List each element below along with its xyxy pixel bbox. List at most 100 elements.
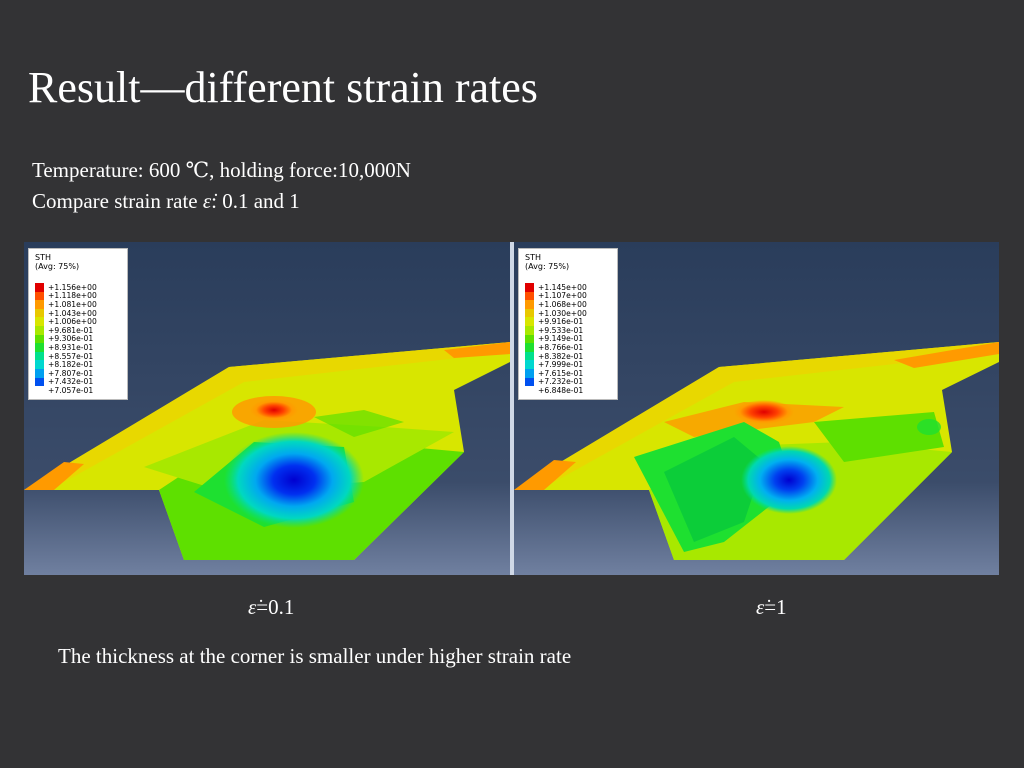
legend-swatch bbox=[35, 377, 44, 387]
legend-value: +1.118e+00 bbox=[48, 291, 97, 301]
legend-swatch bbox=[525, 325, 534, 335]
legend-value: +8.766e-01 bbox=[538, 342, 584, 352]
legend-value: +7.057e-01 bbox=[48, 385, 94, 395]
legend-value: +7.432e-01 bbox=[48, 377, 94, 387]
legend-swatch bbox=[525, 360, 534, 369]
fem-contour-plot-low-rate bbox=[24, 242, 510, 575]
legend-averaging: (Avg: 75%) bbox=[525, 262, 570, 271]
fem-contour-plot-high-rate bbox=[514, 242, 999, 575]
legend-swatch bbox=[525, 317, 534, 326]
legend-swatch bbox=[35, 351, 44, 361]
legend-swatch bbox=[525, 386, 534, 395]
strain-rate-symbol: ε̇ bbox=[202, 189, 212, 213]
fem-result-panel-low-rate: STH (Avg: 75%) +1.156e+00 +1.118e+00 +1.0… bbox=[24, 242, 510, 575]
legend-swatch bbox=[35, 325, 44, 335]
legend-row: +7.432e-01 bbox=[35, 377, 97, 387]
legend-swatch bbox=[525, 343, 534, 352]
legend-value: +8.931e-01 bbox=[48, 342, 94, 352]
subtitle-conditions: Temperature: 600 ℃, holding force:10,000… bbox=[32, 158, 411, 182]
legend-scale: +1.156e+00 +1.118e+00 +1.081e+00 +1.043e… bbox=[35, 283, 97, 395]
legend-swatch bbox=[525, 291, 534, 301]
legend-row: +1.081e+00 bbox=[35, 300, 97, 309]
legend-row: +9.533e-01 bbox=[525, 326, 587, 335]
legend-value: +1.043e+00 bbox=[48, 308, 97, 318]
legend-value: +1.145e+00 bbox=[538, 282, 587, 292]
legend-swatch bbox=[35, 386, 44, 395]
legend-row: +9.149e-01 bbox=[525, 334, 587, 344]
legend-value: +8.182e-01 bbox=[48, 360, 94, 370]
legend-row: +9.681e-01 bbox=[35, 326, 97, 335]
slide-title: Result—different strain rates bbox=[28, 63, 538, 112]
legend-row: +7.807e-01 bbox=[35, 369, 97, 378]
legend-row: +7.999e-01 bbox=[525, 360, 587, 369]
legend-swatch bbox=[35, 308, 44, 318]
legend-value: +1.006e+00 bbox=[48, 317, 97, 327]
legend-swatch bbox=[35, 300, 44, 309]
legend-row: +8.382e-01 bbox=[525, 352, 587, 361]
legend-value: +9.681e-01 bbox=[48, 325, 94, 335]
legend-swatch bbox=[525, 334, 534, 344]
legend-value: +8.382e-01 bbox=[538, 351, 584, 361]
caption-value: =0.1 bbox=[256, 595, 295, 619]
legend-row: +1.030e+00 bbox=[525, 309, 587, 318]
strain-rate-symbol: ε̇ bbox=[756, 595, 765, 619]
legend-swatch bbox=[525, 377, 534, 387]
legend-row: +7.057e-01 bbox=[35, 386, 97, 395]
legend-swatch bbox=[525, 368, 534, 378]
legend-swatch bbox=[525, 351, 534, 361]
legend-row: +1.043e+00 bbox=[35, 309, 97, 318]
strain-rate-symbol: ε̇ bbox=[248, 595, 257, 619]
legend-row: +7.615e-01 bbox=[525, 369, 587, 378]
legend-value: +9.533e-01 bbox=[538, 325, 584, 335]
contour-legend-low-rate: STH (Avg: 75%) +1.156e+00 +1.118e+00 +1.0… bbox=[28, 248, 128, 400]
legend-row: +1.107e+00 bbox=[525, 291, 587, 301]
legend-value: +7.999e-01 bbox=[538, 360, 584, 370]
legend-scale: +1.145e+00 +1.107e+00 +1.068e+00 +1.030e… bbox=[525, 283, 587, 395]
legend-value: +8.557e-01 bbox=[48, 351, 94, 361]
caption-low-rate: ε̇=0.1 bbox=[248, 594, 294, 620]
legend-value: +6.848e-01 bbox=[538, 385, 584, 395]
legend-swatch bbox=[35, 360, 44, 369]
legend-variable: STH bbox=[35, 253, 51, 262]
subtitle-compare-prefix: Compare strain rate bbox=[32, 189, 203, 213]
legend-row: +8.182e-01 bbox=[35, 360, 97, 369]
legend-row: +9.306e-01 bbox=[35, 334, 97, 344]
legend-value: +1.030e+00 bbox=[538, 308, 587, 318]
legend-row: +6.848e-01 bbox=[525, 386, 587, 395]
fem-result-panel-high-rate: STH (Avg: 75%) +1.145e+00 +1.107e+00 +1.0… bbox=[514, 242, 999, 575]
legend-variable: STH bbox=[525, 253, 541, 262]
legend-value: +1.081e+00 bbox=[48, 299, 97, 309]
legend-swatch bbox=[35, 343, 44, 352]
legend-swatch bbox=[35, 334, 44, 344]
legend-swatch bbox=[35, 291, 44, 301]
legend-value: +7.232e-01 bbox=[538, 377, 584, 387]
legend-row: +1.006e+00 bbox=[35, 317, 97, 326]
caption-high-rate: ε̇=1 bbox=[756, 594, 787, 620]
legend-value: +9.916e-01 bbox=[538, 317, 584, 327]
legend-row: +7.232e-01 bbox=[525, 377, 587, 387]
caption-value: =1 bbox=[764, 595, 787, 619]
legend-value: +9.306e-01 bbox=[48, 334, 94, 344]
subtitle-compare: Compare strain rate ε̇: 0.1 and 1 bbox=[32, 188, 300, 214]
legend-swatch bbox=[35, 283, 44, 292]
legend-value: +1.068e+00 bbox=[538, 299, 587, 309]
subtitle-compare-suffix: : 0.1 and 1 bbox=[211, 189, 300, 213]
legend-swatch bbox=[525, 308, 534, 318]
legend-row: +1.156e+00 bbox=[35, 283, 97, 292]
legend-row: +1.145e+00 bbox=[525, 283, 587, 292]
legend-value: +7.807e-01 bbox=[48, 368, 94, 378]
legend-row: +1.068e+00 bbox=[525, 300, 587, 309]
legend-row: +8.766e-01 bbox=[525, 343, 587, 352]
legend-averaging: (Avg: 75%) bbox=[35, 262, 80, 271]
legend-row: +9.916e-01 bbox=[525, 317, 587, 326]
legend-value: +1.107e+00 bbox=[538, 291, 587, 301]
legend-value: +1.156e+00 bbox=[48, 282, 97, 292]
legend-row: +8.557e-01 bbox=[35, 352, 97, 361]
legend-swatch bbox=[525, 300, 534, 309]
legend-swatch bbox=[35, 368, 44, 378]
legend-row: +8.931e-01 bbox=[35, 343, 97, 352]
legend-swatch bbox=[525, 283, 534, 292]
contour-legend-high-rate: STH (Avg: 75%) +1.145e+00 +1.107e+00 +1.0… bbox=[518, 248, 618, 400]
legend-swatch bbox=[35, 317, 44, 326]
legend-value: +9.149e-01 bbox=[538, 334, 584, 344]
